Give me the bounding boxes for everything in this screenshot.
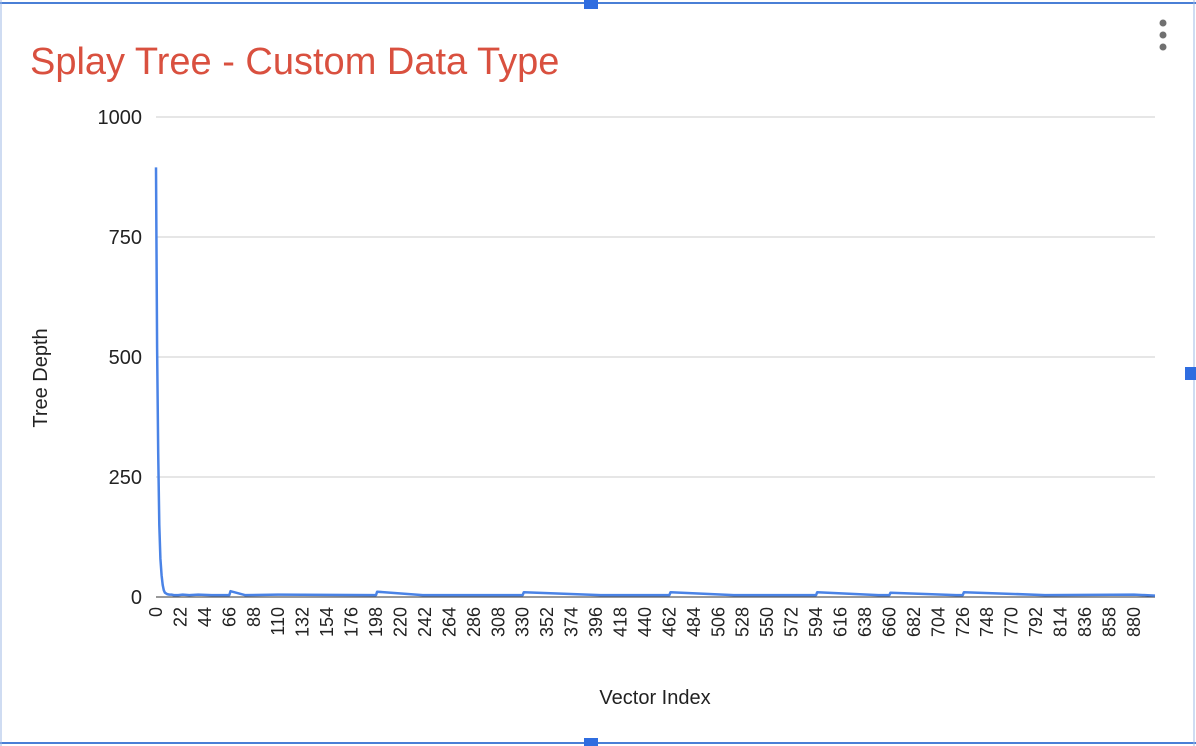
x-tick-label: 220: [390, 607, 410, 637]
x-tick-label: 154: [317, 607, 337, 637]
y-tick-label: 750: [109, 227, 142, 249]
x-tick-label: 572: [782, 607, 802, 637]
x-tick-label: 550: [757, 607, 777, 637]
y-tick-label: 250: [109, 467, 142, 489]
chart-title: Splay Tree - Custom Data Type: [30, 41, 559, 83]
x-tick-label: 616: [831, 607, 851, 637]
x-axis-tick-labels: 0 22 44 66 88 110 132 154 176 198 220 242 264 286 308 3…: [146, 607, 1144, 637]
x-tick-label: 330: [513, 607, 533, 637]
x-tick-label: 462: [659, 607, 679, 637]
x-tick-label: 528: [733, 607, 753, 637]
x-tick-label: 682: [904, 607, 924, 637]
x-tick-label: 594: [806, 607, 826, 637]
x-tick-label: 22: [170, 607, 190, 627]
x-tick-label: 0: [146, 607, 166, 617]
y-axis-title: Tree Depth: [30, 328, 52, 427]
y-tick-label: 0: [131, 587, 142, 609]
y-tick-label: 500: [109, 347, 142, 369]
resize-handle-bottom[interactable]: [584, 738, 598, 746]
x-tick-label: 418: [610, 607, 630, 637]
x-tick-label: 374: [562, 607, 582, 637]
x-axis-title: Vector Index: [599, 687, 710, 709]
x-tick-label: 132: [293, 607, 313, 637]
x-tick-label: 836: [1075, 607, 1095, 637]
x-tick-label: 506: [708, 607, 728, 637]
x-tick-label: 110: [268, 607, 288, 636]
x-tick-label: 858: [1099, 607, 1119, 637]
x-tick-label: 242: [415, 607, 435, 637]
x-tick-label: 792: [1026, 607, 1046, 637]
x-tick-label: 484: [684, 607, 704, 637]
x-tick-label: 352: [537, 607, 557, 637]
x-tick-label: 814: [1051, 607, 1071, 637]
x-tick-label: 770: [1002, 607, 1022, 637]
y-axis-tick-labels: 0 250 500 750 1000: [98, 107, 143, 609]
x-tick-label: 726: [953, 607, 973, 637]
x-tick-label: 880: [1124, 607, 1144, 637]
series-line-tree-depth[interactable]: [154, 167, 1156, 597]
more-vert-icon[interactable]: [1159, 19, 1167, 51]
x-tick-label: 88: [244, 607, 264, 627]
x-tick-label: 198: [366, 607, 386, 637]
x-tick-label: 660: [879, 607, 899, 637]
x-tick-label: 264: [439, 607, 459, 637]
x-tick-label: 638: [855, 607, 875, 637]
x-tick-label: 44: [195, 607, 215, 627]
resize-handle-right[interactable]: [1185, 367, 1196, 380]
y-tick-label: 1000: [98, 107, 143, 129]
x-tick-label: 176: [342, 607, 362, 637]
resize-handle-top[interactable]: [584, 0, 598, 9]
x-tick-label: 704: [928, 607, 948, 637]
series-group: [154, 167, 1156, 597]
x-tick-label: 308: [488, 607, 508, 637]
x-tick-label: 286: [464, 607, 484, 637]
x-tick-label: 396: [586, 607, 606, 637]
x-tick-label: 748: [977, 607, 997, 637]
x-tick-label: 440: [635, 607, 655, 637]
x-tick-label: 66: [219, 607, 239, 627]
gridlines: [156, 116, 1155, 598]
